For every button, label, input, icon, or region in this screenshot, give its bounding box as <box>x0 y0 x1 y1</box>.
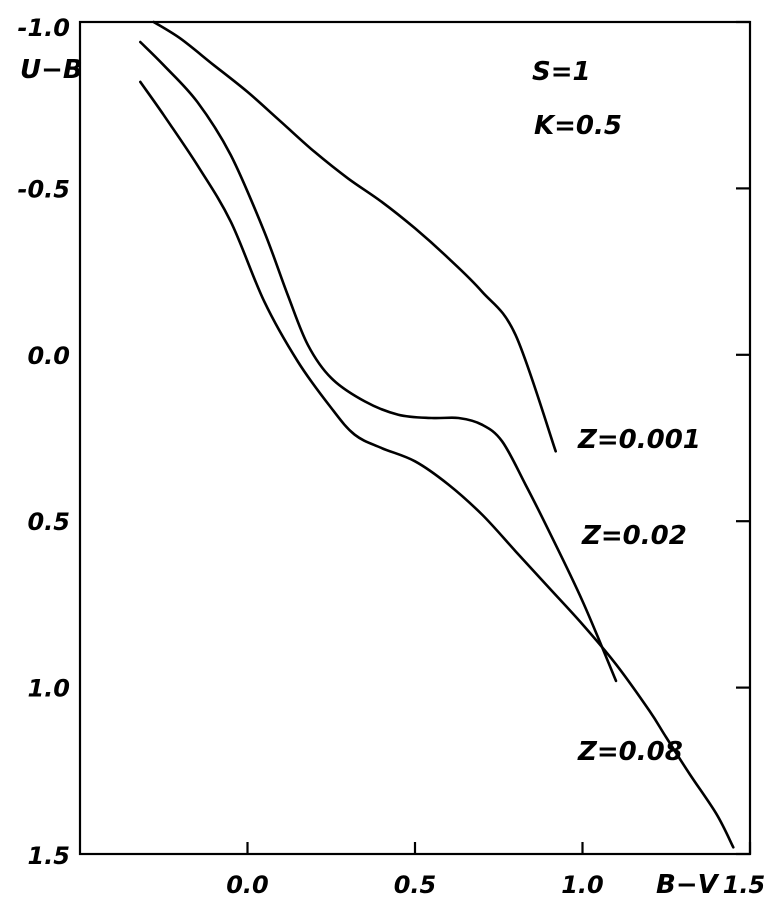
y-tick-label-1: -0.5 <box>18 175 70 203</box>
series-curves <box>139 20 735 849</box>
x-tick-label-0: 0.0 <box>226 871 269 899</box>
y-tick-label-5: 1.5 <box>27 842 70 870</box>
x-tick-label-2: 1.0 <box>561 871 604 899</box>
series-line-0 <box>152 20 557 453</box>
y-tick-label-4: 1.0 <box>27 675 70 703</box>
x-axis-label: B−V <box>656 870 720 900</box>
x-tick-label-3: 1.5 <box>723 871 766 899</box>
y-tick-label-0: -1.0 <box>18 14 70 42</box>
y-axis-label: U−B <box>20 55 83 85</box>
axis-ticks <box>246 20 752 856</box>
annotation-k: K=0.5 <box>534 111 622 141</box>
series-label-2: Z=0.08 <box>577 737 683 767</box>
y-tick-label-3: 0.5 <box>27 508 70 536</box>
series-line-1 <box>139 40 618 683</box>
series-labels: Z=0.001 Z=0.02 Z=0.08 <box>577 425 701 767</box>
annotation-s: S=1 <box>532 57 591 87</box>
y-tick-label-2: 0.0 <box>27 342 70 370</box>
x-tick-label-1: 0.5 <box>394 871 437 899</box>
series-line-2 <box>139 80 735 849</box>
series-label-0: Z=0.001 <box>577 425 701 455</box>
axis-tick-labels: 0.0 0.5 1.0 1.5 -1.0 -0.5 0.0 0.5 1.0 1.5 <box>18 14 766 899</box>
series-label-1: Z=0.02 <box>581 521 687 551</box>
